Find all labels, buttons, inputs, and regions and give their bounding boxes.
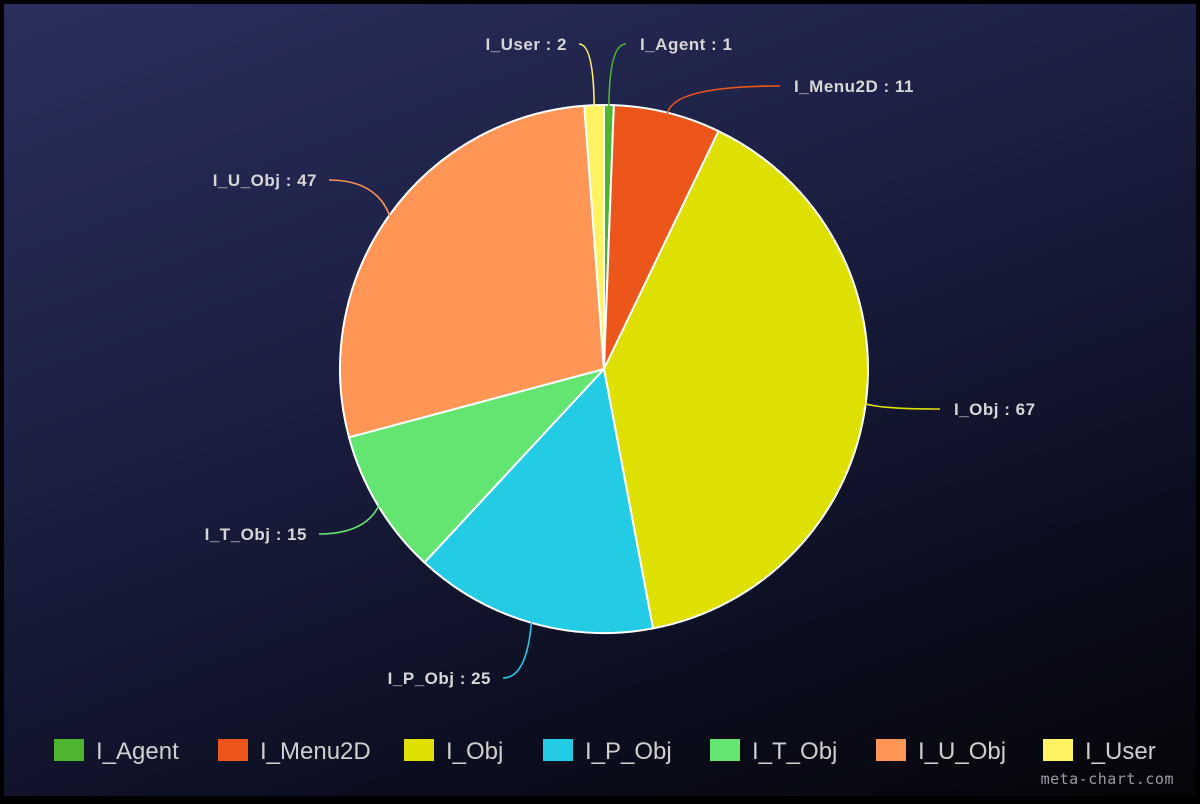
data-label-i-menu2d: I_Menu2D : 11 xyxy=(794,77,914,96)
data-label-i-obj: I_Obj : 67 xyxy=(954,400,1036,419)
pie-chart: I_Agent : 1 I_Menu2D : 11 I_Obj : 67 I_P_Ob… xyxy=(54,35,1156,765)
data-labels: I_Agent : 1 I_Menu2D : 11 I_Obj : 67 I_P_Ob… xyxy=(205,35,1036,688)
data-label-i-p-obj: I_P_Obj : 25 xyxy=(388,669,491,688)
legend-swatch-i-p-obj xyxy=(543,739,573,761)
legend-swatch-i-user xyxy=(1043,739,1073,761)
legend-item-i-agent[interactable]: I_Agent xyxy=(54,738,179,765)
pie-slices xyxy=(339,103,870,634)
legend-item-i-p-obj[interactable]: I_P_Obj xyxy=(543,738,672,765)
legend-label-i-t-obj: I_T_Obj xyxy=(752,738,837,765)
connector-i-agent xyxy=(608,43,627,108)
connector-i-u-obj xyxy=(328,179,392,218)
legend-item-i-u-obj[interactable]: I_U_Obj xyxy=(876,738,1006,765)
data-label-i-t-obj: I_T_Obj : 15 xyxy=(205,525,307,544)
connector-i-p-obj xyxy=(502,620,533,679)
data-label-i-u-obj: I_U_Obj : 47 xyxy=(213,171,317,190)
legend-label-i-agent: I_Agent xyxy=(96,738,179,765)
legend-item-i-t-obj[interactable]: I_T_Obj xyxy=(710,738,837,765)
legend-item-i-menu2d[interactable]: I_Menu2D xyxy=(218,738,371,765)
data-label-i-user: I_User : 2 xyxy=(485,35,567,54)
data-label-i-agent: I_Agent : 1 xyxy=(640,35,732,54)
legend-label-i-obj: I_Obj xyxy=(446,738,503,765)
legend-label-i-p-obj: I_P_Obj xyxy=(585,738,672,765)
legend[interactable]: I_Agent I_Menu2D I_Obj I_P_Obj I_T_Obj I_U_Ob… xyxy=(54,738,1156,765)
legend-label-i-u-obj: I_U_Obj xyxy=(918,738,1006,765)
legend-swatch-i-menu2d xyxy=(218,739,248,761)
legend-label-i-menu2d: I_Menu2D xyxy=(260,738,371,765)
connector-i-obj xyxy=(863,402,941,410)
credit-text[interactable]: meta-chart.com xyxy=(1040,770,1174,788)
connector-i-user xyxy=(578,43,595,108)
slice-i-u-obj[interactable] xyxy=(339,104,605,439)
legend-swatch-i-obj xyxy=(404,739,434,761)
legend-item-i-obj[interactable]: I_Obj xyxy=(404,738,503,765)
label-connectors xyxy=(318,43,941,679)
connector-i-menu2d xyxy=(666,85,781,115)
slice-i-t-obj[interactable] xyxy=(348,368,605,564)
legend-item-i-user[interactable]: I_User xyxy=(1043,738,1156,765)
legend-swatch-i-t-obj xyxy=(710,739,740,761)
legend-swatch-i-agent xyxy=(54,739,84,761)
connector-i-t-obj xyxy=(318,503,381,535)
legend-swatch-i-u-obj xyxy=(876,739,906,761)
legend-label-i-user: I_User xyxy=(1085,738,1156,765)
